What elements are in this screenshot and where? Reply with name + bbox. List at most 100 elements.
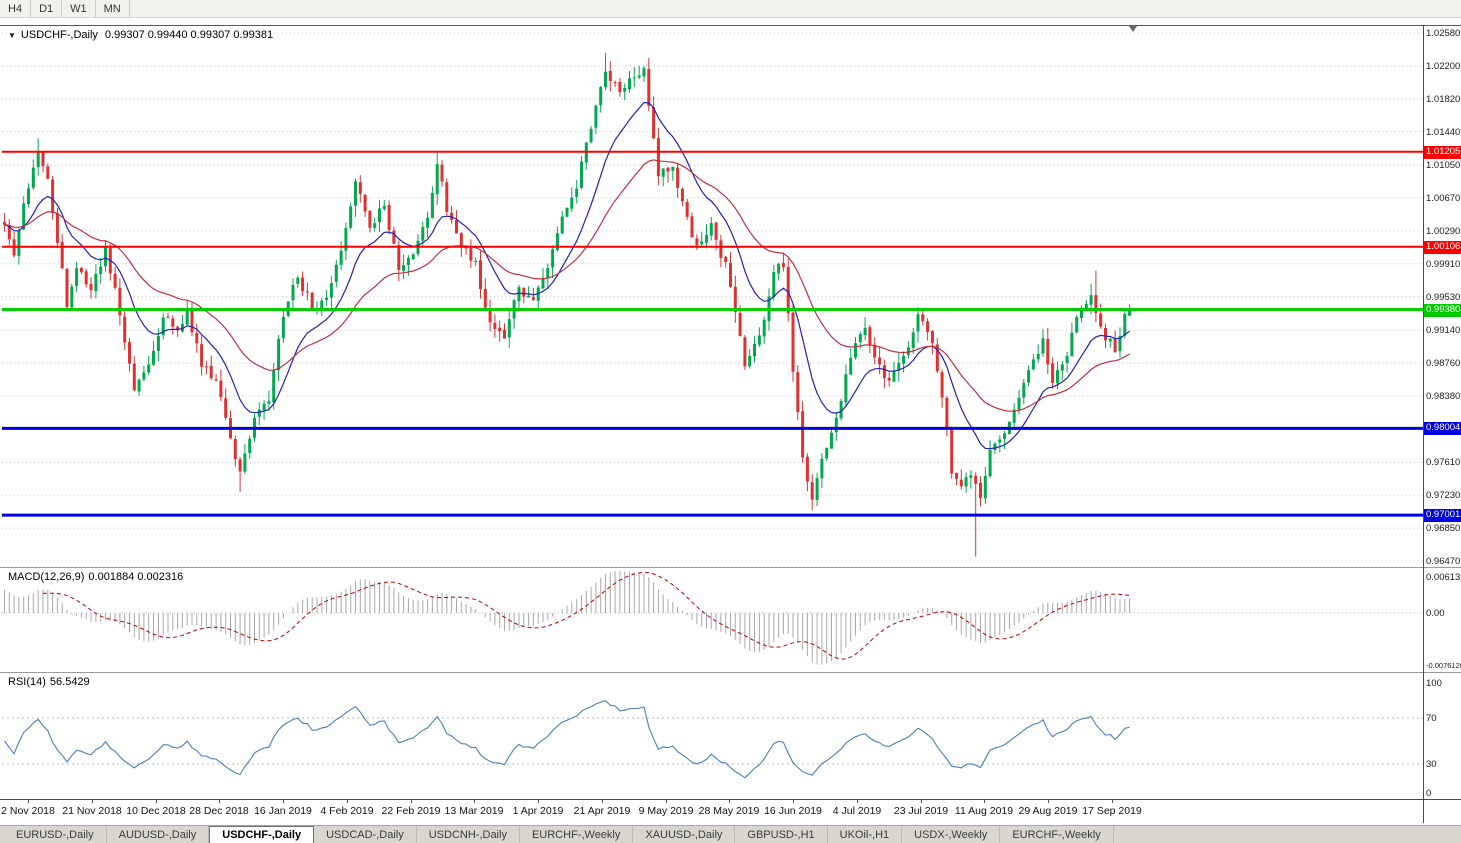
macd-axis-min: -0.0076128 <box>1426 661 1461 670</box>
macd-rsi-divider[interactable] <box>0 672 1461 673</box>
chart-frame-top-border <box>0 25 1461 26</box>
price-axis-label: 1.01050 <box>1426 160 1461 171</box>
price-axis-label: 0.98380 <box>1426 391 1461 402</box>
symbol-tab-bar: EURUSD-,Daily AUDUSD-,Daily USDCHF-,Daily U… <box>0 825 1461 843</box>
rsi-dates-divider <box>0 799 1461 800</box>
date-label: 2 Nov 2018 <box>1 805 55 817</box>
rsi-axis-label: 100 <box>1426 678 1442 689</box>
price-axis-label: 0.99140 <box>1426 325 1461 336</box>
date-label: 17 Sep 2019 <box>1082 805 1142 817</box>
date-tick <box>666 800 667 803</box>
timeframe-button-w1[interactable]: W1 <box>62 0 96 17</box>
date-tick <box>411 800 412 803</box>
date-tick <box>156 800 157 803</box>
price-chart-canvas[interactable] <box>2 26 1423 567</box>
chart-shift-marker[interactable] <box>1129 26 1137 32</box>
date-tick <box>857 800 858 803</box>
chart-ohlc-readout: 0.99307 0.99440 0.99307 0.99381 <box>104 29 274 41</box>
date-label: 9 May 2019 <box>638 805 694 817</box>
date-label: 1 Apr 2019 <box>512 805 564 817</box>
horizontal-level-lines[interactable] <box>2 150 1423 517</box>
macd-histogram <box>4 571 1131 665</box>
rsi-name: RSI(14) <box>8 676 46 688</box>
date-label: 28 Dec 2018 <box>189 805 249 817</box>
date-tick <box>984 800 985 803</box>
rsi-axis-label: 0 <box>1426 788 1432 799</box>
price-level-badge: 0.99380 <box>1424 304 1461 317</box>
timeframe-toolbar: H4 D1 W1 MN <box>0 0 1461 18</box>
date-label: 4 Feb 2019 <box>320 805 374 817</box>
date-tick <box>1048 800 1049 803</box>
candles-group <box>3 52 1132 557</box>
tab-usdchf-daily[interactable]: USDCHF-,Daily <box>209 826 315 843</box>
price-axis-label: 1.02200 <box>1426 61 1461 72</box>
macd-axis-zero: 0.00 <box>1426 608 1445 619</box>
tab-ukoil-h1[interactable]: UKOil-,H1 <box>828 826 903 843</box>
price-axis-label: 1.02580 <box>1426 28 1461 39</box>
rsi-axis-label: 70 <box>1426 713 1437 724</box>
price-axis-label: 0.99910 <box>1426 259 1461 270</box>
chart-dropdown-icon[interactable]: ▼ <box>8 30 16 40</box>
price-level-badge: 0.98004 <box>1424 422 1461 435</box>
price-axis-column[interactable]: 1.02580 1.02200 1.01820 1.01440 1.01050 1.006… <box>1424 26 1461 823</box>
rsi-line <box>4 700 1130 779</box>
date-label: 28 May 2019 <box>698 805 760 817</box>
price-axis-label: 0.97230 <box>1426 490 1461 501</box>
timeframe-button-h4[interactable]: H4 <box>0 0 32 17</box>
price-level-badge: 1.00106 <box>1424 241 1461 254</box>
price-axis-label: 0.96470 <box>1426 556 1461 567</box>
timeframe-button-mn[interactable]: MN <box>96 0 130 17</box>
rsi-pane-canvas[interactable] <box>2 673 1423 799</box>
tab-usdcad-daily[interactable]: USDCAD-,Daily <box>314 826 417 843</box>
date-tick <box>793 800 794 803</box>
tab-eurchf-weekly[interactable]: EURCHF-,Weekly <box>520 826 634 843</box>
price-axis-label: 0.96850 <box>1426 523 1461 534</box>
timeframe-button-d1[interactable]: D1 <box>31 0 63 17</box>
date-label: 21 Apr 2019 <box>573 805 631 817</box>
rsi-axis-label: 30 <box>1426 759 1437 770</box>
date-label: 16 Jun 2019 <box>764 805 822 817</box>
date-tick <box>28 800 29 803</box>
date-label: 23 Jul 2019 <box>893 805 949 817</box>
price-axis-label: 1.01440 <box>1426 127 1461 138</box>
tab-xauusd-daily[interactable]: XAUUSD-,Daily <box>633 826 736 843</box>
price-axis-divider <box>1423 25 1424 823</box>
date-label: 10 Dec 2018 <box>126 805 186 817</box>
ma-slow-line <box>4 159 1130 412</box>
macd-signal-line <box>43 571 1130 660</box>
tab-eurusd-daily[interactable]: EURUSD-,Daily <box>4 826 107 843</box>
date-label: 11 Aug 2019 <box>954 805 1014 817</box>
tab-gbpusd-h1[interactable]: GBPUSD-,H1 <box>735 826 828 843</box>
ma-fast-line <box>4 101 1130 450</box>
macd-name: MACD(12,26,9) <box>8 571 85 583</box>
date-tick <box>219 800 220 803</box>
date-tick <box>602 800 603 803</box>
tab-usdcnh-daily[interactable]: USDCNH-,Daily <box>417 826 520 843</box>
price-axis-label: 1.00670 <box>1426 193 1461 204</box>
rsi-value: 56.5429 <box>49 676 90 688</box>
date-label: 16 Jan 2019 <box>254 805 312 817</box>
price-axis-label: 0.98760 <box>1426 358 1461 369</box>
chart-symbol-period: USDCHF-,Daily <box>20 29 98 41</box>
macd-indicator-label: MACD(12,26,9) 0.001884 0.002316 <box>8 571 187 583</box>
tab-eurchf-weekly[interactable]: EURCHF-,Weekly <box>1000 826 1114 843</box>
macd-axis-max: 0.00613 <box>1426 572 1461 583</box>
price-axis-label: 1.00290 <box>1426 226 1461 237</box>
date-tick <box>283 800 284 803</box>
date-tick <box>729 800 730 803</box>
rsi-indicator-label: RSI(14) 56.5429 <box>8 676 94 688</box>
date-tick <box>1112 800 1113 803</box>
macd-pane-canvas[interactable] <box>2 568 1423 672</box>
date-label: 4 Jul 2019 <box>832 805 882 817</box>
tab-audusd-daily[interactable]: AUDUSD-,Daily <box>107 826 210 843</box>
tab-usdx-weekly[interactable]: USDX-,Weekly <box>902 826 1001 843</box>
date-tick <box>474 800 475 803</box>
price-macd-divider[interactable] <box>0 567 1461 568</box>
date-tick <box>538 800 539 803</box>
price-level-badge: 0.97001 <box>1424 509 1461 522</box>
date-label: 21 Nov 2018 <box>62 805 122 817</box>
date-axis[interactable]: 2 Nov 2018 21 Nov 2018 10 Dec 2018 28 Dec 2… <box>1 800 1423 823</box>
macd-values: 0.001884 0.002316 <box>88 571 184 583</box>
date-tick <box>921 800 922 803</box>
